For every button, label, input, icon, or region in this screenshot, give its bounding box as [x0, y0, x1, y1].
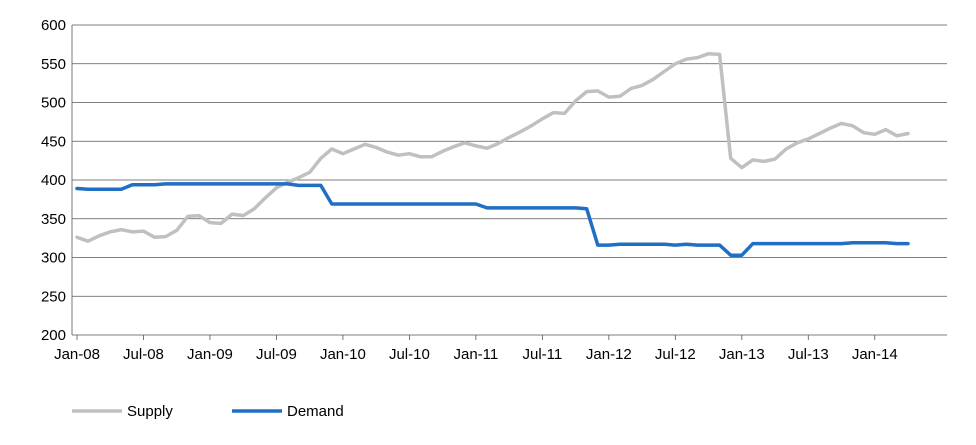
- series-line-supply: [75, 51, 910, 243]
- x-tick-label: Jul-10: [389, 346, 430, 363]
- y-tick-label: 500: [41, 95, 66, 112]
- y-tick-label: 350: [41, 211, 66, 228]
- x-tick-label: Jan-10: [320, 346, 366, 363]
- gridlines: [72, 24, 947, 336]
- y-tick-label: 600: [41, 17, 66, 34]
- series-line-demand: [75, 182, 910, 257]
- x-tick-label: Jan-14: [852, 346, 898, 363]
- axes: 200 250 300 350 400 450 500 550 600 Jan-08 Jul-08 J…: [41, 17, 898, 363]
- x-tick-label: Jul-11: [522, 346, 562, 363]
- x-tick-label: Jul-08: [123, 346, 164, 363]
- y-tick-label: 450: [41, 133, 66, 150]
- legend-label-demand: Demand: [287, 403, 344, 420]
- y-tick-label: 400: [41, 172, 66, 189]
- series-lines: [75, 51, 910, 257]
- x-tick-label: Jan-12: [586, 346, 632, 363]
- y-tick-label: 300: [41, 250, 66, 267]
- legend-label-supply: Supply: [127, 403, 173, 420]
- x-tick-label: Jul-09: [256, 346, 297, 363]
- y-tick-label: 250: [41, 288, 66, 305]
- x-tick-label: Jan-13: [719, 346, 765, 363]
- x-tick-label: Jul-13: [788, 346, 829, 363]
- legend: Supply Demand: [72, 403, 344, 420]
- y-tick-label: 200: [41, 327, 66, 344]
- x-tick-label: Jan-08: [54, 346, 100, 363]
- x-tick-label: Jan-11: [453, 346, 498, 363]
- x-tick-label: Jul-12: [655, 346, 696, 363]
- x-tick-label: Jan-09: [187, 346, 233, 363]
- y-tick-label: 550: [41, 56, 66, 73]
